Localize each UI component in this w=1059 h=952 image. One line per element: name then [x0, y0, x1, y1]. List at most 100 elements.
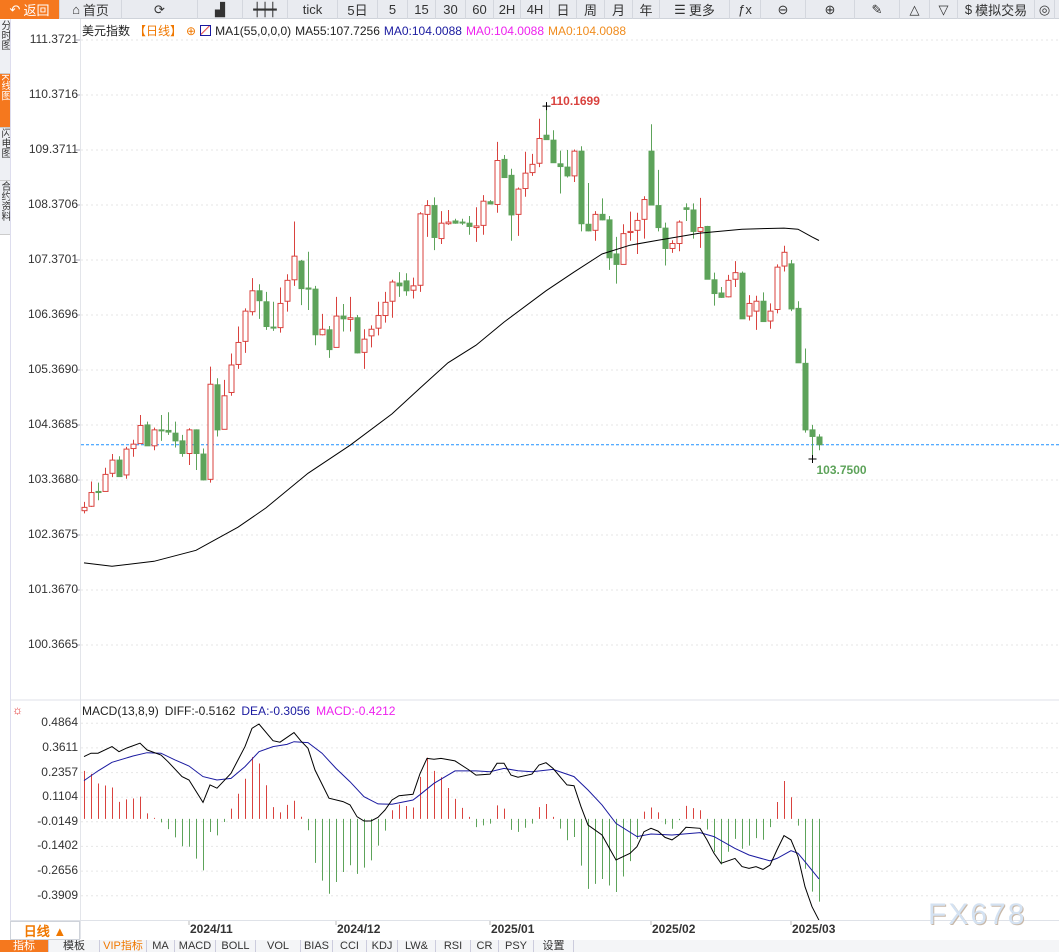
candle-body [347, 317, 354, 320]
crosshair-icon[interactable]: ⊕ [186, 23, 197, 38]
toolbar-home-button[interactable]: ⌂ 首页 [60, 0, 122, 19]
toolbar-2h-button[interactable]: 2H [494, 0, 521, 19]
toolbar-label: 首页 [82, 3, 109, 18]
macd-tick-label: 0.2357 [41, 764, 78, 779]
candle [200, 448, 207, 481]
indicator-tab[interactable]: RSI [436, 940, 471, 952]
toolbar-zoom-in-button[interactable]: ⊕ [806, 0, 855, 19]
candle [753, 295, 760, 330]
candle-body [529, 163, 536, 174]
indicator-tab[interactable]: MACD [175, 940, 216, 952]
indicator-tab[interactable]: PSY [499, 940, 534, 952]
candle [732, 261, 739, 287]
toolbar-fx-button[interactable]: ƒx [730, 0, 761, 19]
candle-body [235, 341, 242, 365]
toolbar-back-button[interactable]: ↶ 返回 [0, 0, 60, 19]
candle-body [172, 432, 179, 442]
price-tick-label: 103.3680 [27, 472, 78, 486]
ma55-value: MA55:107.7256 [295, 23, 380, 38]
indicator-tab[interactable]: 指标 [0, 940, 49, 952]
toolbar-day-button[interactable]: 日 [550, 0, 577, 19]
candlestick-icon: ┿┿┿ [253, 2, 277, 17]
candle [172, 421, 179, 448]
toolbar-label: 模拟交易 [975, 3, 1028, 18]
toolbar-15-button[interactable]: 15 [408, 0, 436, 19]
toolbar-down-button[interactable]: ▽ [930, 0, 958, 19]
candle [186, 428, 193, 466]
indicator-tab[interactable]: 模板 [49, 940, 100, 952]
high-price-label: 110.1699 [550, 94, 600, 109]
toolbar-4h-button[interactable]: 4H [521, 0, 550, 19]
candle [564, 150, 571, 178]
side-tab[interactable]: 合约资料 [0, 181, 10, 235]
candle [529, 153, 536, 176]
macd-settings-icon[interactable]: ☼ [12, 703, 23, 717]
price-tick-label: 111.3721 [29, 32, 78, 46]
candle [501, 155, 508, 179]
candle [452, 218, 459, 224]
candle [431, 197, 438, 251]
toolbar-line-chart-button[interactable]: ▟ [198, 0, 243, 19]
toolbar-draw-button[interactable]: ✎ [855, 0, 900, 19]
indicator-tab[interactable]: LW& [398, 940, 436, 952]
candle-body [459, 221, 466, 224]
toolbar-week-button[interactable]: 周 [577, 0, 605, 19]
toolbar-year-button[interactable]: 年 [633, 0, 660, 19]
side-tab[interactable]: 分时图 [0, 20, 10, 74]
indicator-tab[interactable]: MA [147, 940, 175, 952]
toolbar-candle-button[interactable]: ┿┿┿ [243, 0, 288, 19]
candle-body [487, 201, 494, 205]
indicator-tab[interactable]: 设置 [534, 940, 574, 952]
candle [102, 467, 109, 492]
candle [249, 278, 256, 316]
candle [382, 291, 389, 323]
toolbar-label: tick [302, 2, 323, 17]
candle [221, 379, 228, 430]
indicator-tab[interactable]: KDJ [367, 940, 398, 952]
candle [634, 212, 641, 254]
candle-body [158, 429, 165, 432]
candle-body [403, 280, 410, 292]
indicator-tab[interactable]: CCI [333, 940, 367, 952]
candle [718, 286, 725, 298]
candle [277, 287, 284, 333]
indicator-tab[interactable]: BOLL [216, 940, 256, 952]
toolbar-extra-button[interactable]: ◎ [1035, 0, 1055, 19]
toolbar-up-button[interactable]: △ [900, 0, 930, 19]
side-tabs: 分时图 K线图 闪电图 合约资料 [0, 20, 10, 235]
toolbar-label: 60 [472, 2, 487, 17]
toolbar-5-button[interactable]: 5 [378, 0, 408, 19]
candle [368, 325, 375, 348]
candle-body [109, 459, 116, 474]
indicator-tab[interactable]: VIP指标 [100, 940, 147, 952]
indicator-name[interactable]: MA1(55,0,0,0) [215, 23, 292, 38]
indicator-tab[interactable]: CR [471, 940, 499, 952]
candle [228, 353, 235, 396]
date-label: 2025/01 [491, 922, 535, 936]
candle-body [704, 225, 711, 280]
indicator-tab[interactable]: BIAS [301, 940, 333, 952]
period-selector[interactable]: 日线 ▲ [10, 921, 80, 940]
candle-body [179, 440, 186, 455]
toolbar-trade-button[interactable]: $ 模拟交易 [958, 0, 1035, 19]
toolbar-60-button[interactable]: 60 [466, 0, 494, 19]
candle [585, 183, 592, 232]
candle [578, 146, 585, 232]
side-tab[interactable]: K线图 [0, 73, 10, 128]
candle [312, 285, 319, 346]
toolbar-tick-button[interactable]: tick [288, 0, 338, 19]
candle-body [809, 429, 816, 437]
symbol-name: 美元指数 [82, 24, 131, 38]
toolbar-refresh-button[interactable]: ⟳ [122, 0, 198, 19]
toolbar-month-button[interactable]: 月 [605, 0, 633, 19]
side-tab[interactable]: 闪电图 [0, 127, 10, 182]
candle [179, 434, 186, 457]
toolbar-zoom-out-button[interactable]: ⊖ [761, 0, 806, 19]
indicator-tab[interactable]: VOL [256, 940, 301, 952]
indicator-icon[interactable] [200, 25, 212, 36]
toolbar-30-button[interactable]: 30 [436, 0, 466, 19]
candle-body [494, 160, 501, 205]
toolbar-5day-button[interactable]: 5日 [338, 0, 378, 19]
toolbar-more-button[interactable]: ☰ 更多 [660, 0, 730, 19]
